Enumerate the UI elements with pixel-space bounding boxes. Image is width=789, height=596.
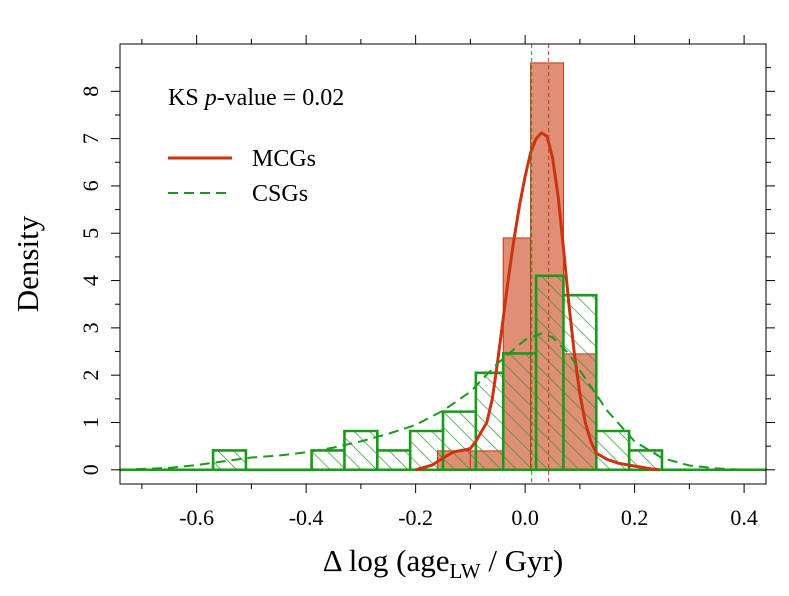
x-tick-label: -0.6 xyxy=(179,505,214,530)
y-tick-label: 2 xyxy=(78,370,103,381)
csg-hatch-6 xyxy=(410,431,443,470)
csg-hatch-8 xyxy=(475,372,504,470)
plot-frame xyxy=(119,43,767,485)
csg-hatch-5 xyxy=(377,450,411,470)
y-tick-label: 6 xyxy=(78,180,103,191)
csg-hatch-3 xyxy=(311,450,345,470)
x-axis-label: Δ log (ageLW / Gyr) xyxy=(323,543,563,583)
x-tick-label: -0.4 xyxy=(289,505,324,530)
y-tick-label: 4 xyxy=(78,275,103,286)
legend: KS p-value = 0.02 MCGs CSGs xyxy=(168,85,344,207)
axes: -0.6 -0.4 -0.2 0.0 0.2 0.4 0 1 2 3 4 5 6 7 8 Δ log (age… xyxy=(10,35,775,583)
y-tick-label: 5 xyxy=(78,228,103,239)
mcg-density-curve xyxy=(415,130,660,472)
y-tick-label: 8 xyxy=(78,86,103,97)
csg-hatch-10 xyxy=(536,275,564,470)
y-axis-label: Density xyxy=(10,215,45,312)
y-tick-label: 7 xyxy=(78,133,103,144)
x-tick-label: -0.2 xyxy=(398,505,433,530)
legend-label-mcgs: MCGs xyxy=(252,146,316,172)
csg-hatch-0 xyxy=(213,450,246,470)
x-tick-label: 0.2 xyxy=(621,505,649,530)
y-tick-label: 3 xyxy=(78,322,103,333)
csg-hatch-7 xyxy=(443,411,476,470)
csg-hatch-4 xyxy=(344,431,378,470)
plot-area xyxy=(120,44,766,484)
x-tick-label: 0.0 xyxy=(511,505,539,530)
ks-annotation: KS p-value = 0.02 xyxy=(168,85,344,111)
y-tick-label: 1 xyxy=(78,417,103,428)
y-tick-label: 0 xyxy=(78,464,103,475)
legend-label-csgs: CSGs xyxy=(252,181,308,207)
csg-density-curve xyxy=(120,332,766,471)
csg-hatch-13 xyxy=(629,450,662,470)
csg-hatch-9 xyxy=(503,353,537,470)
x-tick-label: 0.4 xyxy=(730,505,758,530)
